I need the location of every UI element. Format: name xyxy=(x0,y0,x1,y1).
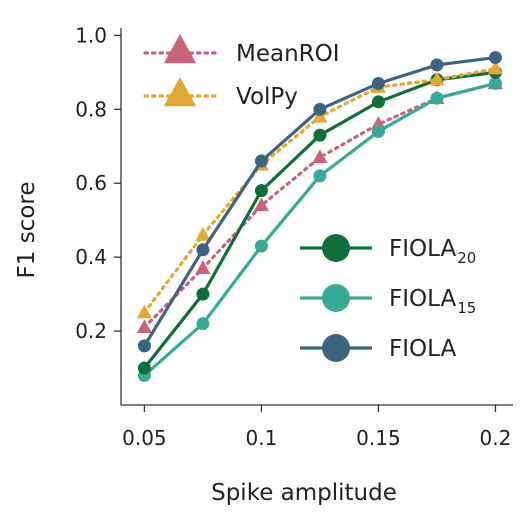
data-point-volpy xyxy=(136,304,153,319)
data-point-fiola15 xyxy=(430,91,444,105)
data-point-fiola20 xyxy=(196,287,210,301)
y-tick-label: 0.6 xyxy=(75,171,107,195)
y-tick-label: 0.2 xyxy=(75,319,107,343)
data-point-fiola15 xyxy=(254,239,268,253)
legend-marker-fiola20 xyxy=(322,234,350,262)
legend-label-fiola: FIOLA xyxy=(389,336,456,362)
legend-label-fiola20: FIOLA20 xyxy=(389,236,476,267)
series-layer xyxy=(136,51,504,382)
x-tick-label: 0.15 xyxy=(356,426,401,450)
legend-marker-meanroi xyxy=(163,34,197,64)
x-tick-label: 0.1 xyxy=(246,426,278,450)
data-point-fiola xyxy=(313,102,327,116)
y-tick-label: 0.4 xyxy=(75,245,107,269)
data-point-fiola xyxy=(371,76,385,90)
data-point-meanroi xyxy=(195,260,211,275)
series-fiola xyxy=(137,51,502,353)
data-point-fiola20 xyxy=(137,361,151,375)
data-point-fiola xyxy=(430,58,444,72)
y-axis-title: F1 score xyxy=(14,182,40,279)
data-point-meanroi xyxy=(312,149,328,164)
legend-marker-fiola xyxy=(322,334,350,362)
x-tick-label: 0.05 xyxy=(122,426,167,450)
data-point-volpy xyxy=(487,60,504,75)
legend-label-fiola15: FIOLA15 xyxy=(389,286,476,317)
data-point-fiola15 xyxy=(371,124,385,138)
axes: 0.2 0.4 0.6 0.8 1.0 0.05 0.1 0.15 0.2 xyxy=(75,23,513,450)
legend-entry-meanroi: MeanROI xyxy=(143,34,340,67)
legend-entry-fiola15: FIOLA15 xyxy=(300,284,476,317)
data-point-meanroi xyxy=(253,197,270,212)
legend-entry-fiola: FIOLA xyxy=(300,334,456,362)
legend-label-volpy: VolPy xyxy=(236,84,298,110)
legend-marker-fiola15 xyxy=(322,284,350,312)
data-point-fiola xyxy=(488,51,502,65)
data-point-fiola15 xyxy=(313,169,327,183)
data-point-fiola20 xyxy=(371,95,385,109)
x-axis-title: Spike amplitude xyxy=(211,480,397,506)
data-point-fiola20 xyxy=(313,128,327,142)
data-point-fiola xyxy=(254,154,268,168)
legend-entry-volpy: VolPy xyxy=(143,77,298,110)
series-line-fiola15 xyxy=(143,81,496,377)
y-tick-label: 0.8 xyxy=(75,97,107,121)
data-point-fiola15 xyxy=(196,317,210,331)
data-point-fiola xyxy=(137,339,151,353)
data-point-fiola15 xyxy=(488,76,502,90)
legend-marker-volpy xyxy=(163,77,197,107)
data-point-fiola xyxy=(196,243,210,257)
data-point-fiola20 xyxy=(254,184,268,198)
y-tick-label: 1.0 xyxy=(75,23,107,47)
legend-entry-fiola20: FIOLA20 xyxy=(300,234,476,267)
data-point-meanroi xyxy=(136,319,153,334)
data-point-volpy xyxy=(195,226,211,241)
data-point-volpy xyxy=(429,71,445,86)
x-tick-label: 0.2 xyxy=(480,426,512,450)
legend-label-meanroi: MeanROI xyxy=(236,41,340,67)
